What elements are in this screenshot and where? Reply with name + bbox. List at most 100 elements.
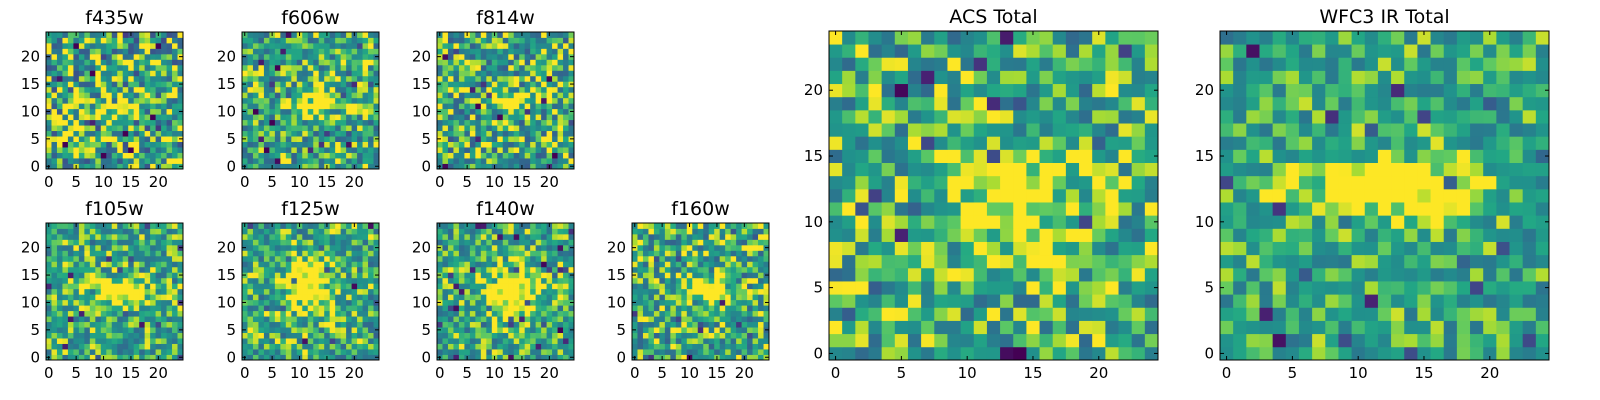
- heatmap-cell: [736, 261, 742, 268]
- heatmap-cell: [368, 152, 374, 159]
- heatmap-cell: [56, 332, 63, 339]
- heatmap-cell: [100, 349, 107, 355]
- heatmap-cell: [346, 244, 352, 251]
- heatmap-cell: [155, 119, 162, 126]
- heatmap-cell: [307, 141, 314, 148]
- heatmap-cell: [557, 37, 564, 44]
- heatmap-cell: [318, 327, 325, 333]
- heatmap-cell: [133, 223, 140, 229]
- heatmap-cell: [524, 147, 531, 153]
- heatmap-cell: [855, 228, 869, 242]
- x-tick-label: 15: [121, 364, 140, 382]
- heatmap-cell: [62, 244, 69, 251]
- heatmap-cell: [1013, 333, 1027, 348]
- heatmap-cell: [318, 228, 325, 235]
- heatmap-cell: [730, 316, 737, 323]
- heatmap-cell: [513, 141, 520, 148]
- heatmap-cell: [274, 233, 281, 240]
- heatmap-cell: [161, 130, 167, 137]
- heatmap-cell: [285, 338, 292, 344]
- heatmap-cell: [842, 333, 856, 348]
- heatmap-cell: [357, 288, 363, 295]
- heatmap-cell: [307, 349, 314, 355]
- heatmap-cell: [524, 327, 531, 333]
- heatmap-cell: [453, 310, 460, 317]
- heatmap-cell: [1065, 241, 1080, 256]
- heatmap-cell: [464, 86, 471, 93]
- heatmap-cell: [100, 64, 107, 71]
- heatmap-cell: [719, 305, 726, 312]
- heatmap-cell: [357, 244, 363, 251]
- heatmap-cell: [106, 354, 113, 361]
- heatmap-cell: [351, 228, 358, 235]
- heatmap-cell: [458, 283, 465, 290]
- heatmap-cell: [541, 321, 547, 328]
- heatmap-cell: [307, 261, 314, 268]
- heatmap-cell: [475, 32, 482, 38]
- heatmap-cell: [464, 244, 471, 251]
- heatmap-cell: [508, 42, 515, 49]
- heatmap-cell: [285, 75, 292, 82]
- heatmap-cell: [144, 114, 151, 121]
- heatmap-cell: [51, 283, 58, 290]
- heatmap-cell: [664, 349, 671, 355]
- heatmap-cell: [921, 149, 935, 163]
- heatmap-cell: [139, 354, 146, 361]
- heatmap-cell: [368, 70, 374, 77]
- heatmap-cell: [89, 158, 96, 164]
- heatmap-cell: [128, 343, 135, 350]
- heatmap-cell: [458, 277, 465, 284]
- heatmap-cell: [447, 59, 454, 66]
- heatmap-cell: [302, 244, 309, 251]
- heatmap-cell: [497, 305, 504, 312]
- heatmap-cell: [62, 223, 69, 229]
- heatmap-cell: [258, 223, 265, 229]
- heatmap-cell: [973, 307, 988, 321]
- heatmap-cell: [51, 316, 58, 323]
- heatmap-cell: [568, 321, 575, 328]
- heatmap-cell: [95, 332, 102, 339]
- heatmap-cell: [329, 327, 336, 333]
- heatmap-cell: [329, 223, 336, 229]
- heatmap-cell: [437, 125, 443, 132]
- heatmap-cell: [1000, 228, 1014, 242]
- heatmap-cell: [111, 152, 118, 159]
- heatmap-cell: [128, 228, 135, 235]
- heatmap-cell: [56, 294, 63, 301]
- heatmap-cell: [752, 266, 759, 273]
- heatmap-cell: [986, 346, 1001, 361]
- heatmap-cell: [269, 305, 276, 312]
- heatmap-cell: [508, 64, 515, 71]
- heatmap-cell: [557, 316, 564, 323]
- heatmap-cell: [632, 255, 638, 262]
- heatmap-cell: [648, 244, 655, 251]
- heatmap-cell: [128, 42, 135, 49]
- heatmap-cell: [335, 349, 342, 355]
- heatmap-cell: [519, 338, 526, 344]
- heatmap-cell: [274, 64, 281, 71]
- heatmap-cell: [302, 125, 309, 132]
- heatmap-cell: [453, 338, 460, 344]
- heatmap-cell: [106, 59, 113, 66]
- heatmap-cell: [675, 228, 682, 235]
- heatmap-cell: [133, 310, 140, 317]
- heatmap-cell: [291, 53, 298, 60]
- heatmap-cell: [546, 42, 553, 49]
- heatmap-cell: [280, 239, 287, 246]
- heatmap-cell: [447, 53, 454, 60]
- heatmap-cell: [524, 266, 531, 273]
- heatmap-cell: [442, 42, 449, 49]
- heatmap-cell: [84, 228, 91, 235]
- heatmap-cell: [497, 48, 504, 55]
- heatmap-cell: [907, 320, 922, 335]
- heatmap-cell: [144, 141, 151, 148]
- heatmap-cell: [719, 250, 726, 257]
- heatmap-cell: [637, 299, 644, 306]
- heatmap-cell: [708, 343, 715, 350]
- heatmap-cell: [563, 250, 569, 257]
- heatmap-cell: [453, 64, 460, 71]
- heatmap-cell: [368, 305, 374, 312]
- heatmap-cell: [280, 228, 287, 235]
- heatmap-cell: [530, 266, 537, 273]
